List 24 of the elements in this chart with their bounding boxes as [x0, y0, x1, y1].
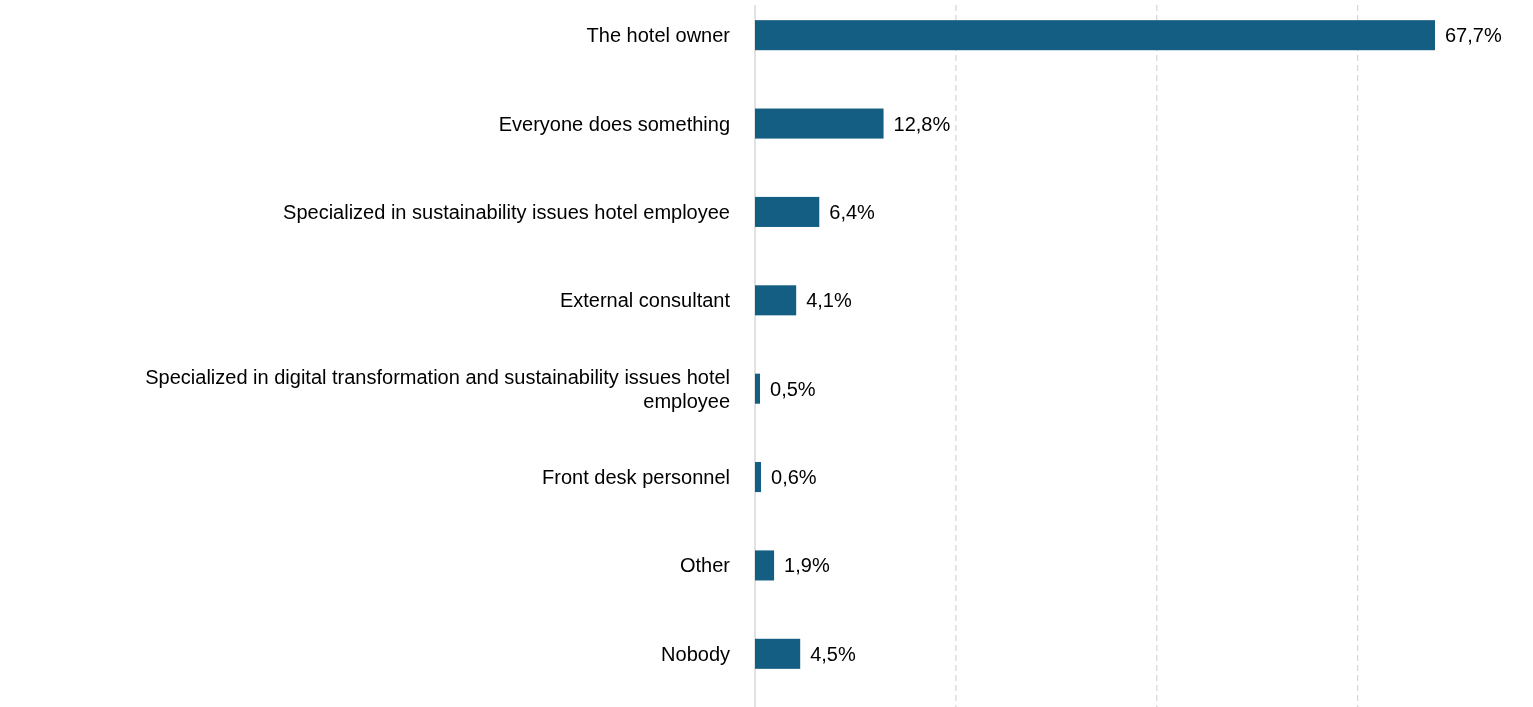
bar	[755, 20, 1435, 51]
data-label: 0,6%	[771, 466, 817, 489]
data-label: 67,7%	[1445, 24, 1502, 47]
data-label: 1,9%	[784, 554, 830, 577]
y-tick-label: Front desk personnel	[542, 466, 730, 489]
data-label: 4,5%	[810, 642, 856, 665]
y-tick-label: Everyone does something	[498, 112, 730, 135]
bar	[755, 196, 820, 227]
bar	[755, 638, 801, 669]
y-tick-label: Nobody	[661, 642, 730, 665]
y-tick-label: Other	[679, 554, 731, 577]
bar	[755, 108, 884, 139]
y-tick-label: The hotel owner	[586, 24, 731, 47]
data-label: 12,8%	[893, 112, 951, 135]
bar	[755, 285, 797, 316]
data-label: 4,1%	[806, 289, 852, 312]
data-label: 6,4%	[829, 200, 876, 223]
bar	[755, 550, 775, 581]
y-tick-label: Specialized in sustainability issues hotel employee	[283, 200, 730, 223]
bar	[755, 373, 761, 404]
y-tick-label: Specialized in digital transformation and sustainability issues hotel employee	[145, 365, 730, 412]
data-label: 0,5%	[770, 377, 816, 400]
y-tick-label: External consultant	[559, 289, 731, 312]
bar	[755, 462, 762, 493]
